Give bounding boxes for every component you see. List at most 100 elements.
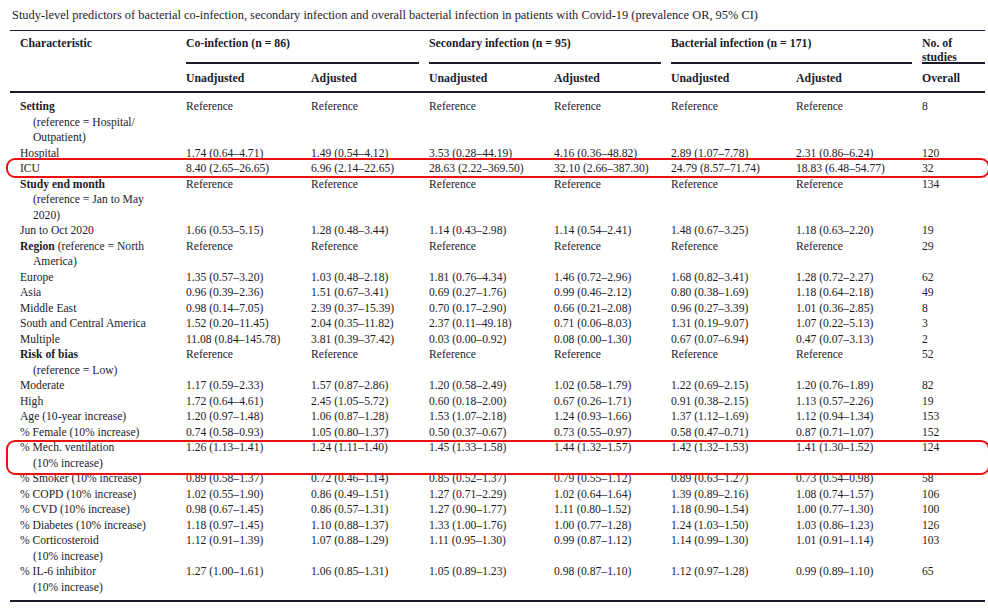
value-cell: 1.42 (1.32–1.53) — [671, 440, 796, 471]
subheader-bacterial-unadjusted: Unadjusted — [671, 71, 796, 86]
row-label-main: Hospital — [20, 147, 59, 160]
row-label: Moderate — [10, 378, 186, 394]
value-cell: 0.72 (0.46–1.14) — [311, 471, 429, 487]
value-cell: 1.14 (0.43–2.98) — [429, 223, 554, 239]
studies-cell: 120 — [922, 146, 985, 162]
table-row: Age (10-year increase) 1.20 (0.97–1.48) … — [10, 409, 985, 425]
row-label: Jun to Oct 2020 — [10, 223, 186, 239]
table-row: Risk of bias (reference = Low) Reference… — [10, 347, 985, 378]
row-label: Risk of bias (reference = Low) — [10, 347, 186, 378]
value-cell: 0.98 (0.14–7.05) — [186, 301, 311, 317]
value-cell: 1.35 (0.57–3.20) — [186, 270, 311, 286]
value-cell: 8.40 (2.65–26.65) — [186, 161, 311, 177]
value-cell: Reference — [311, 99, 429, 146]
value-cell: 0.47 (0.07–3.13) — [796, 332, 922, 348]
row-label: % COPD (10% increase) — [10, 487, 186, 503]
table-row: Multiple 11.08 (0.84–145.78) 3.81 (0.39–… — [10, 332, 985, 348]
studies-cell: 152 — [922, 425, 985, 441]
value-cell: 1.18 (0.63–2.20) — [796, 223, 922, 239]
row-sublabel: (10% increase) — [20, 549, 186, 565]
value-cell: 1.07 (0.22–5.13) — [796, 316, 922, 332]
column-header-characteristic: Characteristic — [10, 37, 186, 64]
value-cell: 0.86 (0.49–1.51) — [311, 487, 429, 503]
row-label: Age (10-year increase) — [10, 409, 186, 425]
subheader-coinfection-unadjusted: Unadjusted — [186, 71, 311, 86]
value-cell: 1.48 (0.67–3.25) — [671, 223, 796, 239]
table-row: % COPD (10% increase) 1.02 (0.55–1.90) 0… — [10, 487, 985, 503]
value-cell: 1.12 (0.94–1.34) — [796, 409, 922, 425]
row-sublabel: 2020) — [20, 208, 186, 224]
column-group-coinfection: Co-infection (n = 86) — [186, 37, 429, 64]
studies-cell: 58 — [922, 471, 985, 487]
row-label-line: Multiple — [20, 332, 186, 348]
row-label: % IL-6 inhibitor (10% increase) — [10, 564, 186, 595]
row-label-main: Study end month — [20, 178, 105, 191]
table-body: Setting (reference = Hospital/Outpatient… — [10, 93, 985, 595]
row-label-main: % Diabetes (10% increase) — [20, 519, 146, 532]
value-cell: 0.67 (0.07–6.94) — [671, 332, 796, 348]
value-cell: Reference — [554, 177, 671, 224]
row-label-main: High — [20, 395, 43, 408]
row-label: South and Central America — [10, 316, 186, 332]
value-cell: 2.39 (0.37–15.39) — [311, 301, 429, 317]
subheader-empty — [10, 71, 186, 86]
studies-cell: 153 — [922, 409, 985, 425]
row-label-main: % Mech. ventilation — [20, 441, 114, 454]
value-cell: 0.89 (0.63–1.27) — [671, 471, 796, 487]
value-cell: Reference — [311, 347, 429, 378]
value-cell: 0.66 (0.21–2.08) — [554, 301, 671, 317]
studies-cell: 29 — [922, 239, 985, 270]
row-label-line: Europe — [20, 270, 186, 286]
row-label-line: % Smoker (10% increase) — [20, 471, 186, 487]
value-cell: 1.18 (0.64–2.18) — [796, 285, 922, 301]
row-label: % Female (10% increase) — [10, 425, 186, 441]
row-label-main: % Female (10% increase) — [20, 426, 139, 439]
row-label: % Mech. ventilation (10% increase) — [10, 440, 186, 471]
studies-cell: 49 — [922, 285, 985, 301]
value-cell: 1.13 (0.57–2.26) — [796, 394, 922, 410]
value-cell: 1.37 (1.12–1.69) — [671, 409, 796, 425]
studies-cell: 8 — [922, 301, 985, 317]
value-cell: Reference — [671, 177, 796, 224]
studies-cell: 124 — [922, 440, 985, 471]
value-cell: 2.89 (1.07–7.78) — [671, 146, 796, 162]
studies-cell: 52 — [922, 347, 985, 378]
value-cell: 1.12 (0.91–1.39) — [186, 533, 311, 564]
column-header-no-of-studies: No. of studies — [922, 37, 985, 64]
value-cell: 24.79 (8.57–71.74) — [671, 161, 796, 177]
value-cell: 0.89 (0.58–1.37) — [186, 471, 311, 487]
value-cell: 1.24 (1.11–1.40) — [311, 440, 429, 471]
value-cell: 0.60 (0.18–2.00) — [429, 394, 554, 410]
value-cell: 1.28 (0.72–2.27) — [796, 270, 922, 286]
value-cell: 1.00 (0.77–1.28) — [554, 518, 671, 534]
value-cell: 1.20 (0.97–1.48) — [186, 409, 311, 425]
table-row: % IL-6 inhibitor (10% increase) 1.27 (1.… — [10, 564, 985, 595]
table-row: High 1.72 (0.64–4.61) 2.45 (1.05–5.72) 0… — [10, 394, 985, 410]
value-cell: 3.53 (0.28–44.19) — [429, 146, 554, 162]
value-cell: 1.18 (0.90–1.54) — [671, 502, 796, 518]
row-label: Hospital — [10, 146, 186, 162]
value-cell: Reference — [796, 239, 922, 270]
value-cell: 0.91 (0.38–2.15) — [671, 394, 796, 410]
row-label-main: % Corticosteroid — [20, 534, 99, 547]
value-cell: 1.02 (0.64–1.64) — [554, 487, 671, 503]
value-cell: 1.17 (0.59–2.33) — [186, 378, 311, 394]
value-cell: 1.03 (0.48–2.18) — [311, 270, 429, 286]
studies-cell: 19 — [922, 223, 985, 239]
row-label: Study end month (reference = Jan to May2… — [10, 177, 186, 224]
table-row: Study end month (reference = Jan to May2… — [10, 177, 985, 224]
studies-cell: 82 — [922, 378, 985, 394]
studies-cell: 126 — [922, 518, 985, 534]
row-label-main: Jun to Oct 2020 — [20, 224, 94, 237]
table-bottom-rule — [10, 600, 985, 602]
value-cell: 1.33 (1.00–1.76) — [429, 518, 554, 534]
value-cell: 18.83 (6.48–54.77) — [796, 161, 922, 177]
subheader-secondary-unadjusted: Unadjusted — [429, 71, 554, 86]
value-cell: 1.41 (1.30–1.52) — [796, 440, 922, 471]
column-group-label: Bacterial infection (n = 171) — [671, 36, 811, 50]
value-cell: Reference — [311, 177, 429, 224]
value-cell: 1.02 (0.58–1.79) — [554, 378, 671, 394]
row-label: Multiple — [10, 332, 186, 348]
studies-cell: 3 — [922, 316, 985, 332]
value-cell: 1.20 (0.58–2.49) — [429, 378, 554, 394]
